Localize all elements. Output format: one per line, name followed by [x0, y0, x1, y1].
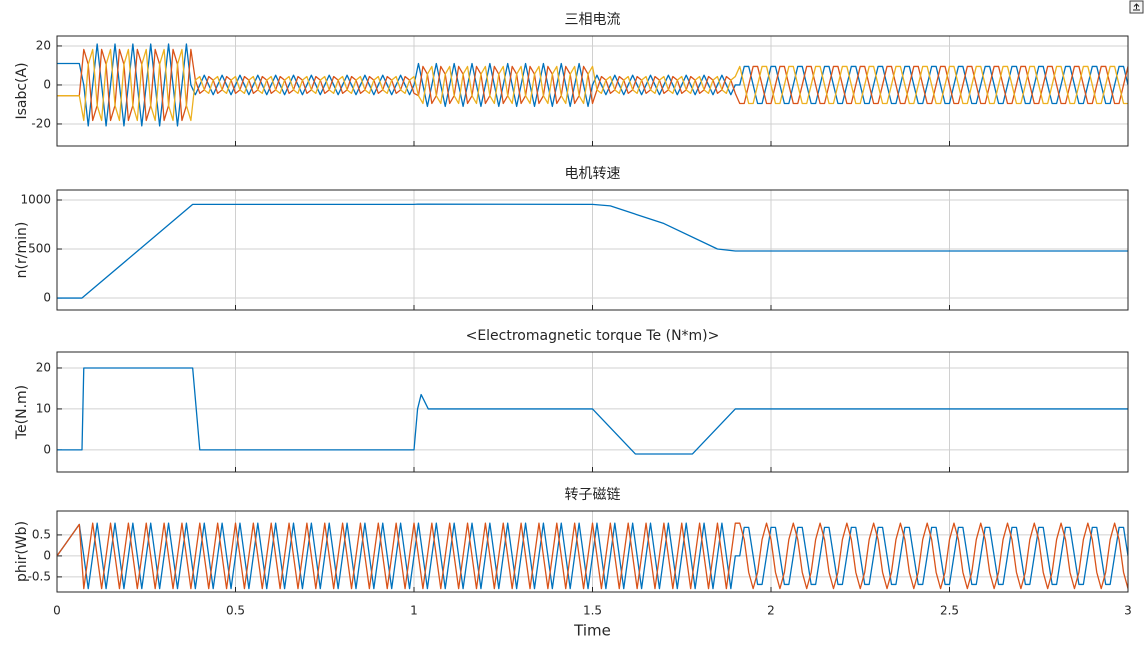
subplot-title: 电机转速	[565, 166, 621, 182]
x-tick-label: 3	[1124, 604, 1132, 618]
subplot: 0 0.5 1 1.5 2 2.5 3 -0.5 0 0.5 转子磁链 phir(Wb) Time	[14, 487, 1132, 640]
series-line	[57, 522, 1128, 590]
y-tick-label: 0	[43, 77, 51, 91]
y-axis-label: phir(Wb)	[14, 521, 30, 582]
y-tick-label: 20	[36, 38, 51, 52]
y-tick-label: 0.5	[32, 527, 51, 541]
x-tick-label: 1	[410, 604, 418, 618]
x-tick-label: 1.5	[583, 604, 602, 618]
subplot-title: <Electromagnetic torque Te (N*m)>	[466, 328, 720, 344]
y-axis-label: Te(N.m)	[14, 385, 30, 440]
plot-area	[57, 522, 1128, 590]
series-line	[57, 367, 1128, 455]
series-line	[57, 48, 1128, 122]
axes-frame	[56, 35, 1129, 147]
x-tick-label: 0.5	[226, 604, 245, 618]
subplot: 0 10 20 <Electromagnetic torque Te (N*m)> Te…	[14, 328, 1129, 473]
axes-frame	[56, 351, 1129, 473]
y-tick-label: 500	[28, 242, 51, 256]
y-tick-label: 10	[36, 401, 51, 415]
plot-area	[57, 367, 1128, 455]
subplot-title: 转子磁链	[565, 487, 621, 503]
y-tick-label: 20	[36, 360, 51, 374]
axes-frame	[56, 510, 1129, 593]
series-line	[57, 43, 1128, 127]
y-axis-label: Isabc(A)	[14, 62, 30, 119]
x-tick-label: 0	[53, 604, 61, 618]
x-tick-label: 2	[767, 604, 775, 618]
x-tick-label: 2.5	[940, 604, 959, 618]
subplot-title: 三相电流	[565, 12, 621, 28]
y-tick-label: 0	[43, 291, 51, 305]
undock-button[interactable]	[1129, 0, 1144, 14]
plot-area	[57, 43, 1128, 127]
series-line	[57, 203, 1128, 299]
y-tick-label: 0	[43, 548, 51, 562]
y-tick-label: -0.5	[28, 569, 51, 583]
x-axis-label: Time	[573, 622, 611, 640]
plot-area	[57, 203, 1128, 299]
series-line	[57, 48, 1128, 122]
undock-icon[interactable]	[1133, 3, 1140, 11]
subplot: 0 500 1000 电机转速 n(r/min)	[14, 166, 1129, 311]
y-tick-label: 1000	[20, 193, 51, 207]
y-tick-label: -20	[31, 116, 51, 130]
axes-frame	[56, 189, 1129, 311]
y-tick-label: 0	[43, 442, 51, 456]
subplot: -20 0 20 三相电流 Isabc(A)	[14, 12, 1129, 147]
y-axis-label: n(r/min)	[14, 222, 30, 279]
series-line	[57, 522, 1128, 590]
